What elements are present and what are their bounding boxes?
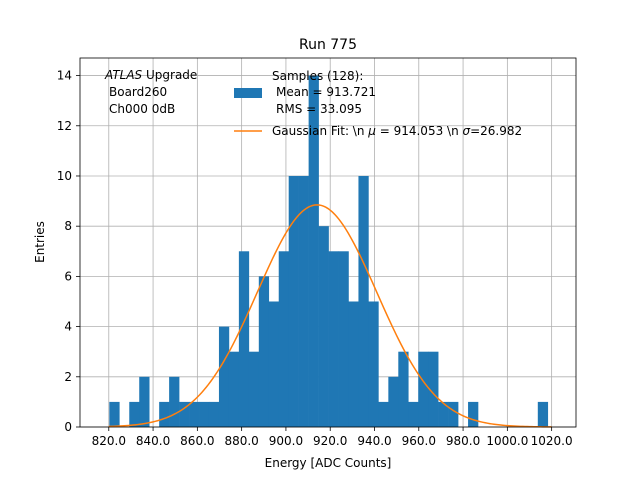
legend-fit-prefix: Gaussian Fit: \n <box>272 124 368 138</box>
histogram-bar-28 <box>408 401 419 427</box>
y-tick-label-0: 0 <box>64 420 72 434</box>
legend-fit-sigma: σ <box>463 124 471 138</box>
legend-fit-suffix: =26.982 <box>470 124 522 138</box>
y-tick-label-2: 4 <box>64 320 72 334</box>
x-tick-label-4: 900.0 <box>269 434 303 448</box>
histogram-bar-12 <box>248 351 260 427</box>
x-tick-label-8: 980.0 <box>446 434 480 448</box>
histogram-bar-34 <box>537 401 549 427</box>
y-axis-label: Entries <box>33 221 47 263</box>
y-axis-ticks: 0 2 4 6 8 10 12 14 <box>57 69 80 434</box>
channel-label: Ch000 0dB <box>109 102 175 116</box>
histogram-bar-2 <box>139 376 150 427</box>
histogram-bar-8 <box>208 401 220 427</box>
histogram-bar-19 <box>318 226 329 427</box>
histogram-bar-32 <box>448 401 459 427</box>
x-tick-label-6: 940.0 <box>357 434 391 448</box>
legend-fit-mu: μ <box>367 124 376 138</box>
histogram-bar-13 <box>258 276 270 427</box>
histogram-bar-33 <box>468 401 479 427</box>
histogram-bar-5 <box>179 401 190 427</box>
histogram-bar-6 <box>189 401 200 427</box>
legend-mean: Mean = 913.721 <box>276 85 376 99</box>
upgrade-label: Upgrade <box>142 68 197 82</box>
histogram-bar-22 <box>348 301 359 427</box>
legend: Samples (128): Mean = 913.721 RMS = 33.0… <box>234 69 522 138</box>
legend-rms: RMS = 33.095 <box>276 102 362 116</box>
x-tick-label-5: 920.0 <box>313 434 347 448</box>
histogram-bar-18 <box>308 75 319 428</box>
histogram-bar-17 <box>298 175 309 427</box>
x-axis-label: Energy [ADC Counts] <box>265 456 392 470</box>
histogram-bar-4 <box>169 376 180 427</box>
y-tick-label-4: 8 <box>64 219 72 233</box>
histogram-bar-20 <box>328 251 339 427</box>
x-tick-label-10: 1020.0 <box>531 434 573 448</box>
x-tick-label-1: 840.0 <box>136 434 170 448</box>
histogram-bar-9 <box>218 326 230 427</box>
atlas-label: ATLAS <box>104 68 143 82</box>
chart-title: Run 775 <box>299 37 357 53</box>
x-tick-label-0: 820.0 <box>92 434 126 448</box>
y-tick-label-1: 2 <box>64 370 72 384</box>
y-tick-label-5: 10 <box>57 169 72 183</box>
histogram-bars <box>109 75 549 428</box>
y-tick-label-3: 6 <box>64 269 72 283</box>
legend-fit: Gaussian Fit: \n μ = 914.053 \n σ=26.982 <box>272 124 522 138</box>
histogram-bar-23 <box>358 175 369 427</box>
histogram-bar-14 <box>268 301 280 427</box>
histogram-bar-21 <box>338 251 349 427</box>
x-axis-ticks: 820.0 840.0 860.0 880.0 900.0 920.0 940.0 960.0… <box>92 427 573 448</box>
histogram-bar-1 <box>129 401 140 427</box>
histogram-bar-3 <box>159 401 170 427</box>
atlas-annotation-line1: ATLAS Upgrade <box>104 68 197 82</box>
x-tick-label-7: 960.0 <box>402 434 436 448</box>
board-label: Board260 <box>109 85 167 99</box>
histogram-bar-31 <box>438 401 449 427</box>
histogram-bar-30 <box>428 351 439 427</box>
histogram-bar-11 <box>238 251 250 427</box>
histogram-bar-27 <box>398 351 409 427</box>
histogram-bar-10 <box>228 351 240 427</box>
x-tick-label-3: 880.0 <box>224 434 258 448</box>
histogram-bar-16 <box>288 175 299 427</box>
legend-samples: Samples (128): <box>272 69 363 83</box>
histogram-bar-25 <box>378 401 389 427</box>
y-tick-label-7: 14 <box>57 69 72 83</box>
histogram-bar-7 <box>199 401 210 427</box>
x-tick-label-9: 1000.0 <box>486 434 528 448</box>
histogram-bar-24 <box>368 301 379 427</box>
gaussian-fit-curve <box>108 204 552 428</box>
y-tick-label-6: 12 <box>57 119 72 133</box>
histogram-bar-15 <box>278 251 289 427</box>
histogram-bar-29 <box>418 351 429 427</box>
legend-hist-swatch <box>234 88 262 98</box>
x-tick-label-2: 860.0 <box>180 434 214 448</box>
histogram-bar-0 <box>109 401 120 427</box>
histogram-bar-26 <box>388 376 399 427</box>
plot-frame <box>79 57 577 428</box>
legend-fit-mid: = 914.053 \n <box>376 124 463 138</box>
